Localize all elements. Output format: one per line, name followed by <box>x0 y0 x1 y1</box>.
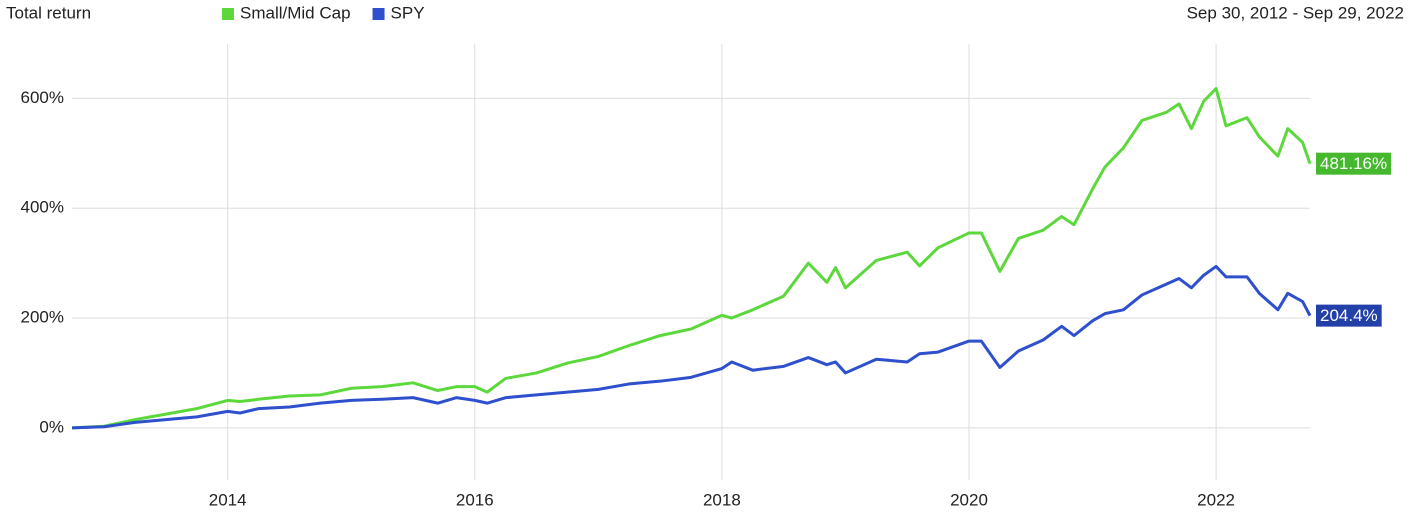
y-tick-label: 200% <box>21 308 64 327</box>
y-tick-label: 600% <box>21 88 64 107</box>
y-tick-label: 400% <box>21 198 64 217</box>
series-line <box>71 264 1312 430</box>
end-label: 481.16% <box>1320 154 1387 173</box>
series-line <box>71 87 1312 430</box>
end-label-box <box>1316 304 1382 327</box>
end-label: 204.4% <box>1320 306 1378 325</box>
x-tick-label: 2022 <box>1197 490 1235 509</box>
x-tick-label: 2020 <box>950 490 988 509</box>
legend-swatch <box>222 8 234 20</box>
end-label-box <box>1316 152 1392 175</box>
chart-subtitle: Sep 30, 2012 - Sep 29, 2022 <box>1187 3 1404 22</box>
x-tick-label: 2014 <box>209 490 247 509</box>
legend-label: SPY <box>391 3 425 22</box>
legend-label: Small/Mid Cap <box>240 3 351 22</box>
x-tick-label: 2018 <box>703 490 741 509</box>
y-tick-label: 0% <box>39 417 64 436</box>
chart-title: Total return <box>6 3 91 22</box>
x-tick-label: 2016 <box>456 490 494 509</box>
legend-swatch <box>372 8 385 20</box>
